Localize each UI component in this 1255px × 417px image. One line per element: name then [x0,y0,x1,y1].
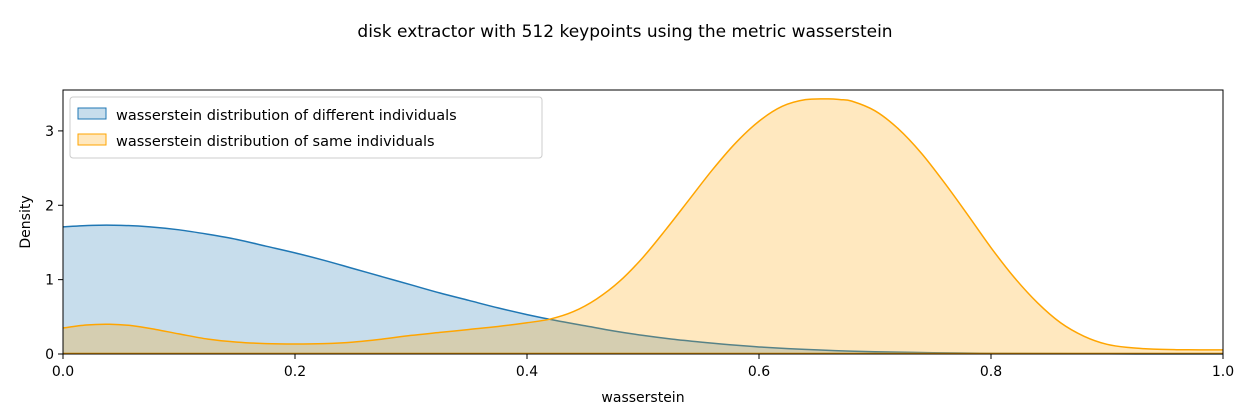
x-tick-label: 1.0 [1212,364,1234,380]
y-tick-label: 2 [45,198,54,214]
y-axis-label: Density [18,195,34,248]
chart-title: disk extractor with 512 keypoints using … [357,22,892,42]
legend-label-different-individuals: wasserstein distribution of different in… [116,108,457,124]
x-tick-label: 0.8 [980,364,1002,380]
y-axis: 0 1 2 3 [45,124,63,363]
y-tick-label: 0 [45,347,54,363]
x-axis: 0.0 0.2 0.4 0.6 0.8 1.0 [52,354,1234,380]
x-tick-label: 0.4 [516,364,538,380]
density-area-different-individuals [63,225,1223,354]
legend-box [69,96,543,159]
plot-area [62,89,1224,355]
y-tick-label: 3 [45,124,54,140]
legend-label-same-individuals: wasserstein distribution of same individ… [116,134,435,150]
x-tick-label: 0.6 [748,364,770,380]
plot-frame [62,89,1224,355]
x-tick-label: 0.0 [52,364,74,380]
y-tick-label: 1 [45,273,54,289]
legend-swatch-same-individuals [77,133,107,146]
x-axis-label: wasserstein [601,390,684,406]
density-line-same-individuals [62,98,1224,351]
density-area-same-individuals [63,98,1223,354]
density-line-different-individuals [62,224,1224,355]
x-tick-label: 0.2 [284,364,306,380]
legend: wasserstein distribution of different in… [69,96,543,159]
legend-swatch-different-individuals [77,107,107,120]
